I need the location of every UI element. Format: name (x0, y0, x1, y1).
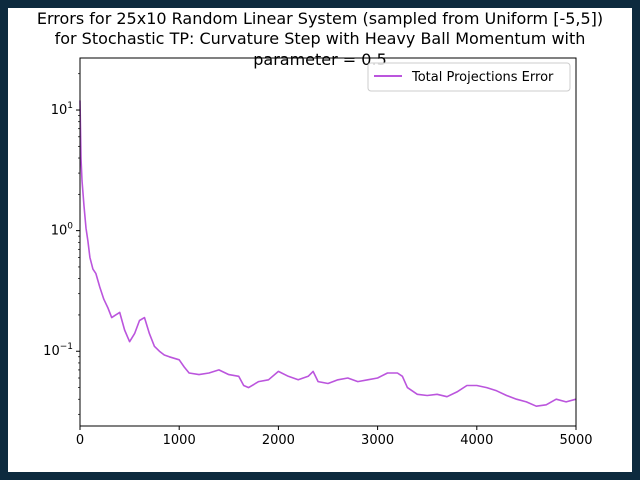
series-line-0 (79, 100, 577, 408)
title-line-3: parameter = 0.5 (253, 50, 387, 69)
legend: Total Projections Error (367, 62, 571, 92)
chart-title: Errors for 25x10 Random Linear System (s… (37, 9, 603, 69)
figure-frame: Errors for 25x10 Random Linear System (s… (8, 8, 632, 472)
y-tick-label: 101 (51, 101, 73, 118)
plot-area-border (79, 57, 577, 427)
x-tick-label: 1000 (163, 433, 196, 448)
x-tick-label: 4000 (460, 433, 493, 448)
x-tick-label: 0 (76, 433, 84, 448)
x-tick-label: 5000 (559, 433, 592, 448)
legend-box (367, 62, 571, 92)
x-tick-label: 2000 (262, 433, 295, 448)
legend-label: Total Projections Error (411, 70, 554, 85)
x-tick-label: 3000 (361, 433, 394, 448)
title-line-2: for Stochastic TP: Curvature Step with H… (55, 29, 586, 48)
y-tick-label: 100 (51, 222, 74, 239)
chart-svg: Errors for 25x10 Random Linear System (s… (37, 9, 603, 448)
y-tick-label: 10−1 (43, 342, 73, 359)
title-line-1: Errors for 25x10 Random Linear System (s… (37, 9, 603, 28)
